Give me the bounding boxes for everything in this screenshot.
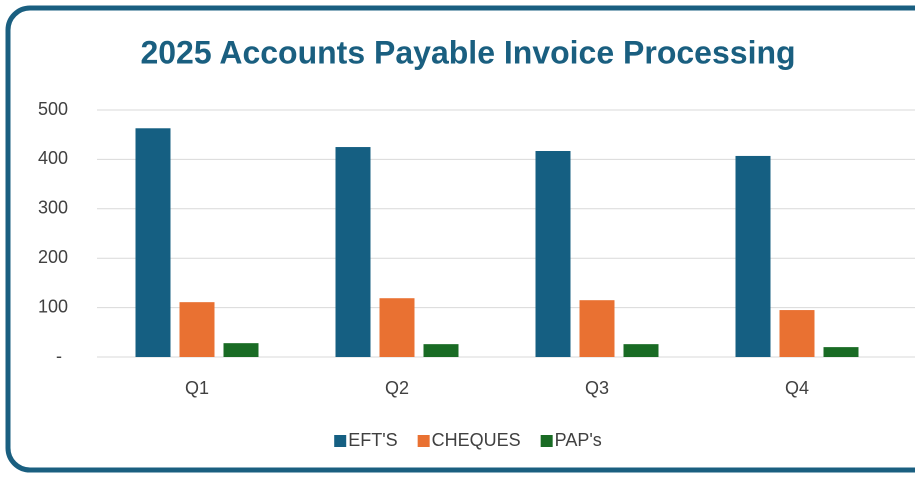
bar — [223, 343, 259, 357]
y-tick-label: 100 — [38, 296, 68, 316]
y-tick-label: - — [56, 346, 62, 366]
y-tick-label: 200 — [38, 247, 68, 267]
legend-label: PAP's — [555, 430, 602, 450]
y-tick-label: 300 — [38, 198, 68, 218]
chart-title: 2025 Accounts Payable Invoice Processing — [140, 34, 795, 70]
bar — [179, 302, 215, 357]
legend-swatch — [540, 435, 553, 447]
y-tick-label: 400 — [38, 148, 68, 168]
x-tick-label: Q1 — [185, 378, 209, 398]
legend-swatch — [417, 435, 430, 447]
x-tick-label: Q4 — [785, 378, 809, 398]
bar — [823, 347, 859, 357]
bar — [735, 155, 771, 357]
bar — [579, 300, 615, 357]
legend-label: EFT'S — [348, 430, 397, 450]
bar — [779, 310, 815, 357]
legend-swatch — [334, 435, 347, 447]
bar — [335, 147, 371, 357]
x-tick-label: Q2 — [385, 378, 409, 398]
bar — [423, 344, 459, 357]
bar — [535, 151, 571, 357]
legend-label: CHEQUES — [432, 430, 521, 450]
x-tick-label: Q3 — [585, 378, 609, 398]
bar — [135, 128, 171, 357]
y-tick-label: 500 — [38, 99, 68, 119]
bar — [379, 298, 415, 357]
bar — [623, 344, 659, 357]
